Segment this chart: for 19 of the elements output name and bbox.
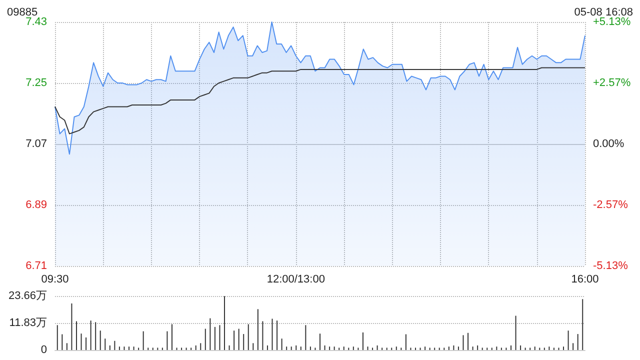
y2-tick-label: +5.13%	[593, 16, 631, 28]
line-series	[54, 67, 586, 134]
y2-tick-label: 0.00%	[593, 138, 624, 150]
y-tick-label: 6.89	[26, 199, 47, 211]
y-tick-label: 7.25	[26, 77, 47, 89]
y-tick-label: 7.07	[26, 138, 47, 150]
chart-title: 09885	[7, 6, 38, 18]
y-tick-label: 7.43	[26, 16, 47, 28]
chart-subtitle: 05-08 16:08	[574, 6, 633, 18]
y-tick-label: 0	[40, 344, 47, 356]
y2-tick-label: -2.57%	[593, 199, 628, 212]
y2-tick-label: +2.57%	[593, 76, 631, 89]
x-tick-label: 16:00	[571, 274, 599, 286]
y-tick-label: 11.83万	[9, 317, 47, 329]
x-tick-label: 12:00/13:00	[266, 274, 325, 286]
y-tick-label: 23.66万	[8, 290, 47, 302]
x-tick-label: 09:30	[41, 274, 69, 286]
y-tick-label: 6.71	[26, 260, 47, 272]
y2-tick-label: -5.13%	[593, 260, 628, 272]
